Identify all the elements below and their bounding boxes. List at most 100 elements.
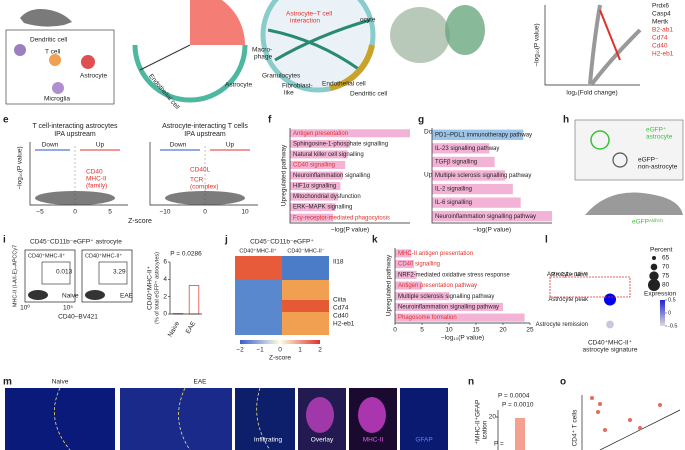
chord-label: Endothelial cell [322, 81, 366, 88]
category-label: Astrocyte naive [547, 272, 589, 278]
legend-label: 0.5 [668, 297, 676, 303]
legend-label: eGFP⁻ [638, 157, 659, 164]
axis-label: (% of total eGFP⁺ astrocytes) [153, 252, 160, 324]
bar [432, 170, 506, 181]
point-cloud [165, 191, 245, 205]
panel-letter: f [268, 115, 272, 126]
category-label: Multiple sclerosis signalling pathway [398, 294, 494, 300]
gene-label: Cd74 [333, 305, 349, 312]
gene-label: Casp4 [652, 11, 671, 18]
x-tick-label: 15 [472, 327, 480, 334]
chord-label: Dendritic cell [350, 91, 388, 98]
y-tick-label: 6 [163, 259, 167, 266]
legend-label: 70 [662, 264, 670, 271]
image-label: Overlay [311, 437, 334, 444]
x-tick-label: Naive [167, 320, 182, 338]
category-label: Neuroinflammation signalling pathway [398, 305, 499, 311]
category-label: ERK–MAPK signalling [293, 205, 352, 211]
heatmap-block [235, 256, 282, 280]
category-label: MHC-II antigen presentation [398, 251, 473, 257]
legend-dot [648, 279, 660, 291]
axis-label: −log₁₀(P value) [441, 335, 484, 342]
bar [395, 281, 422, 290]
cell-icon [14, 44, 26, 56]
direction-label: Up [96, 142, 105, 149]
colorbar-tick: 1 [298, 347, 302, 354]
condition-label: Naive [62, 293, 79, 300]
category-label: Fcγ-receptor-mediated phagocytosis [293, 215, 390, 221]
schematic-box [574, 119, 684, 181]
x-tick-label: 20 [499, 327, 507, 334]
point-group [590, 396, 662, 432]
gene-label: H2-eb1 [333, 321, 355, 328]
p-value: P = 0.0004 [498, 393, 530, 400]
panel-subtitle: IPA upstream [184, 131, 226, 138]
bar [290, 129, 410, 138]
network-blob [445, 5, 485, 55]
category-label: Sphingosine-1-phosphate signalling [293, 141, 388, 147]
cell-icon [49, 54, 61, 66]
gate [98, 261, 128, 285]
x-tick-label: 10⁰ [20, 304, 30, 312]
category-label: Antigen presentation pathway [398, 283, 477, 289]
axis-label: −log(P value) [473, 227, 511, 234]
category-label: Neuroinflammation signalling [293, 173, 370, 179]
gene-label: H2-eb1 [652, 51, 674, 58]
y-tick-label: 20 [489, 414, 497, 421]
x-tick-label: −10 [159, 209, 170, 216]
category-label: CD40 signalling [398, 262, 440, 268]
micrograph [5, 388, 115, 450]
mouse-label: eGFPᴬˡᵈʰ¹ˡ¹ [632, 218, 664, 226]
panel-title: CD45⁻CD11b⁻eGFP⁺ [250, 239, 314, 246]
axis-label: −log(P value) [331, 227, 369, 234]
axis-label: log₂(Fold change) [566, 90, 617, 97]
bar [395, 313, 525, 322]
panel-subtitle: IPA upstream [54, 131, 96, 138]
bar [290, 160, 346, 169]
axis-label: ization [482, 420, 489, 439]
chord-label: Astrocyte [225, 82, 252, 89]
category-label: CD40 signalling [293, 163, 335, 169]
colorbar [240, 340, 320, 344]
gene-label: Il18 [333, 259, 344, 266]
axis-label: CD40–BV421 [58, 314, 98, 321]
axis [431, 128, 552, 224]
chord-ribbon [190, 0, 246, 45]
colorbar-tick: 2 [318, 347, 322, 354]
panel-letter: j [224, 235, 228, 246]
mouse-icon [20, 9, 72, 27]
annotation: CD40L [190, 167, 211, 174]
bar [432, 129, 524, 140]
legend-dot [649, 271, 659, 281]
bar [432, 197, 521, 208]
x-tick-label: 10⁵ [63, 305, 73, 312]
annotation: (family) [86, 183, 107, 190]
dot [606, 320, 614, 329]
legend-label: non-astrocyte [638, 164, 678, 171]
panel-letter: k [372, 235, 378, 246]
category-label: PD1–PDL1 immunotherapy pathway [435, 132, 532, 138]
legend-dot [650, 263, 658, 271]
panel-letter: o [560, 377, 566, 388]
x-tick-label: 25 [526, 327, 534, 334]
bar [290, 139, 350, 148]
volcano-points [588, 4, 642, 86]
y-tick-label: 4 [163, 276, 167, 283]
highlight-box [549, 276, 631, 298]
gate-value: 3.29 [113, 269, 126, 276]
axis [496, 410, 499, 450]
category-label: Antigen presentation [293, 131, 348, 137]
chord-label: Astrocyte–T cell [286, 11, 333, 18]
bar [432, 143, 490, 154]
category-label: Natural killer cell signalling [293, 152, 364, 158]
legend-dot [652, 256, 656, 260]
panel-title: Astrocyte-interacting T cells [162, 123, 248, 130]
colorbar-tick: −2 [236, 347, 244, 354]
bar [290, 171, 343, 180]
chord-label: Fibroblast- [282, 83, 313, 90]
axis-label: Upregulated pathway [281, 144, 288, 206]
mouse-icon [585, 192, 683, 215]
image-label: MHC-II [363, 437, 384, 444]
chord-label: ocyte [360, 17, 376, 24]
legend-label: 0 [668, 310, 671, 316]
